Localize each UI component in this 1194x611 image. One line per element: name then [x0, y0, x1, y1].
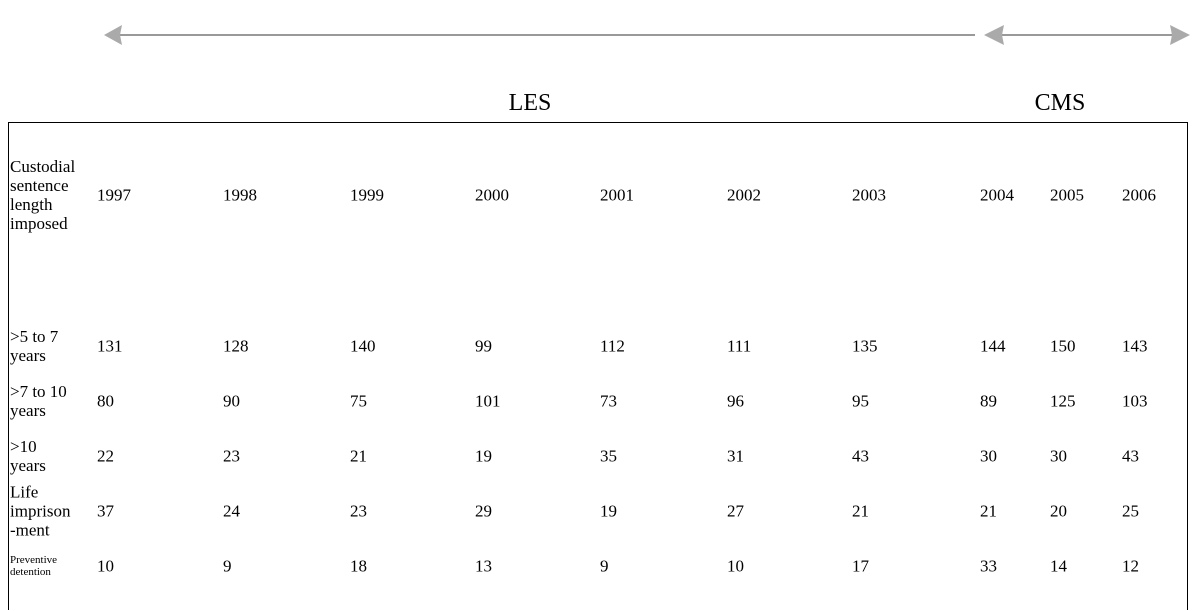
cell: 25 — [1122, 501, 1139, 521]
period-label: LES — [508, 90, 552, 116]
cell: 19 — [475, 446, 492, 466]
row-label: Life imprison -ment — [10, 482, 71, 540]
cell: 24 — [223, 501, 240, 521]
cell: 29 — [475, 501, 492, 521]
cell: 31 — [727, 446, 744, 466]
cell: 23 — [350, 501, 367, 521]
cell: 96 — [727, 391, 744, 411]
cell: 19 — [600, 501, 617, 521]
cell: 9 — [600, 556, 609, 576]
cell: 12 — [1122, 556, 1139, 576]
cell: 30 — [1050, 446, 1067, 466]
cell: 13 — [475, 556, 492, 576]
cell: 23 — [223, 446, 240, 466]
cell: 9 — [223, 556, 232, 576]
cell: 14 — [1050, 556, 1067, 576]
cell: 30 — [980, 446, 997, 466]
header-cell: 1997 — [97, 185, 131, 205]
header-label: Custodial sentence length imposed — [10, 157, 76, 233]
header-cell: 2005 — [1050, 185, 1084, 205]
row-label: Preventive detention — [10, 554, 58, 578]
cell: 18 — [350, 556, 367, 576]
period-arrows — [104, 25, 1190, 45]
cell: 125 — [1050, 391, 1076, 411]
cell: 90 — [223, 391, 240, 411]
row-label: >5 to 7 years — [10, 327, 59, 365]
cell: 89 — [980, 391, 997, 411]
row-label: >10 years — [10, 437, 46, 475]
cell: 43 — [852, 446, 869, 466]
cell: 17 — [852, 556, 869, 576]
cell: 33 — [980, 556, 997, 576]
header-cell: 2004 — [980, 185, 1014, 205]
header-cell: 2002 — [727, 185, 761, 205]
cell: 73 — [600, 391, 617, 411]
header-cell: 2001 — [600, 185, 634, 205]
header-cell: 2006 — [1122, 185, 1156, 205]
cell: 101 — [475, 391, 501, 411]
cell: 22 — [97, 446, 114, 466]
cell: 140 — [350, 336, 376, 356]
cell: 99 — [475, 336, 492, 356]
arrow-head — [104, 25, 122, 45]
table-frame — [8, 122, 1188, 610]
cell: 131 — [97, 336, 123, 356]
cell: 128 — [223, 336, 249, 356]
cell: 10 — [97, 556, 114, 576]
cell: 135 — [852, 336, 878, 356]
header-cell: 1998 — [223, 185, 257, 205]
cell: 111 — [727, 336, 752, 356]
cell: 150 — [1050, 336, 1076, 356]
arrow-head — [1170, 25, 1190, 45]
cell: 112 — [600, 336, 625, 356]
cell: 21 — [852, 501, 869, 521]
cell: 80 — [97, 391, 114, 411]
cell: 20 — [1050, 501, 1067, 521]
cell: 37 — [97, 501, 114, 521]
cell: 10 — [727, 556, 744, 576]
cell: 143 — [1122, 336, 1148, 356]
header-cell: 1999 — [350, 185, 384, 205]
cell: 35 — [600, 446, 617, 466]
arrow-head — [984, 25, 1004, 45]
cell: 103 — [1122, 391, 1148, 411]
cell: 75 — [350, 391, 367, 411]
cell: 21 — [350, 446, 367, 466]
cell: 43 — [1122, 446, 1139, 466]
cell: 21 — [980, 501, 997, 521]
cell: 95 — [852, 391, 869, 411]
cell: 144 — [980, 336, 1006, 356]
header-cell: 2003 — [852, 185, 886, 205]
period-label: CMS — [1034, 90, 1086, 116]
row-label: >7 to 10 years — [10, 382, 67, 420]
cell: 27 — [727, 501, 744, 521]
header-cell: 2000 — [475, 185, 509, 205]
